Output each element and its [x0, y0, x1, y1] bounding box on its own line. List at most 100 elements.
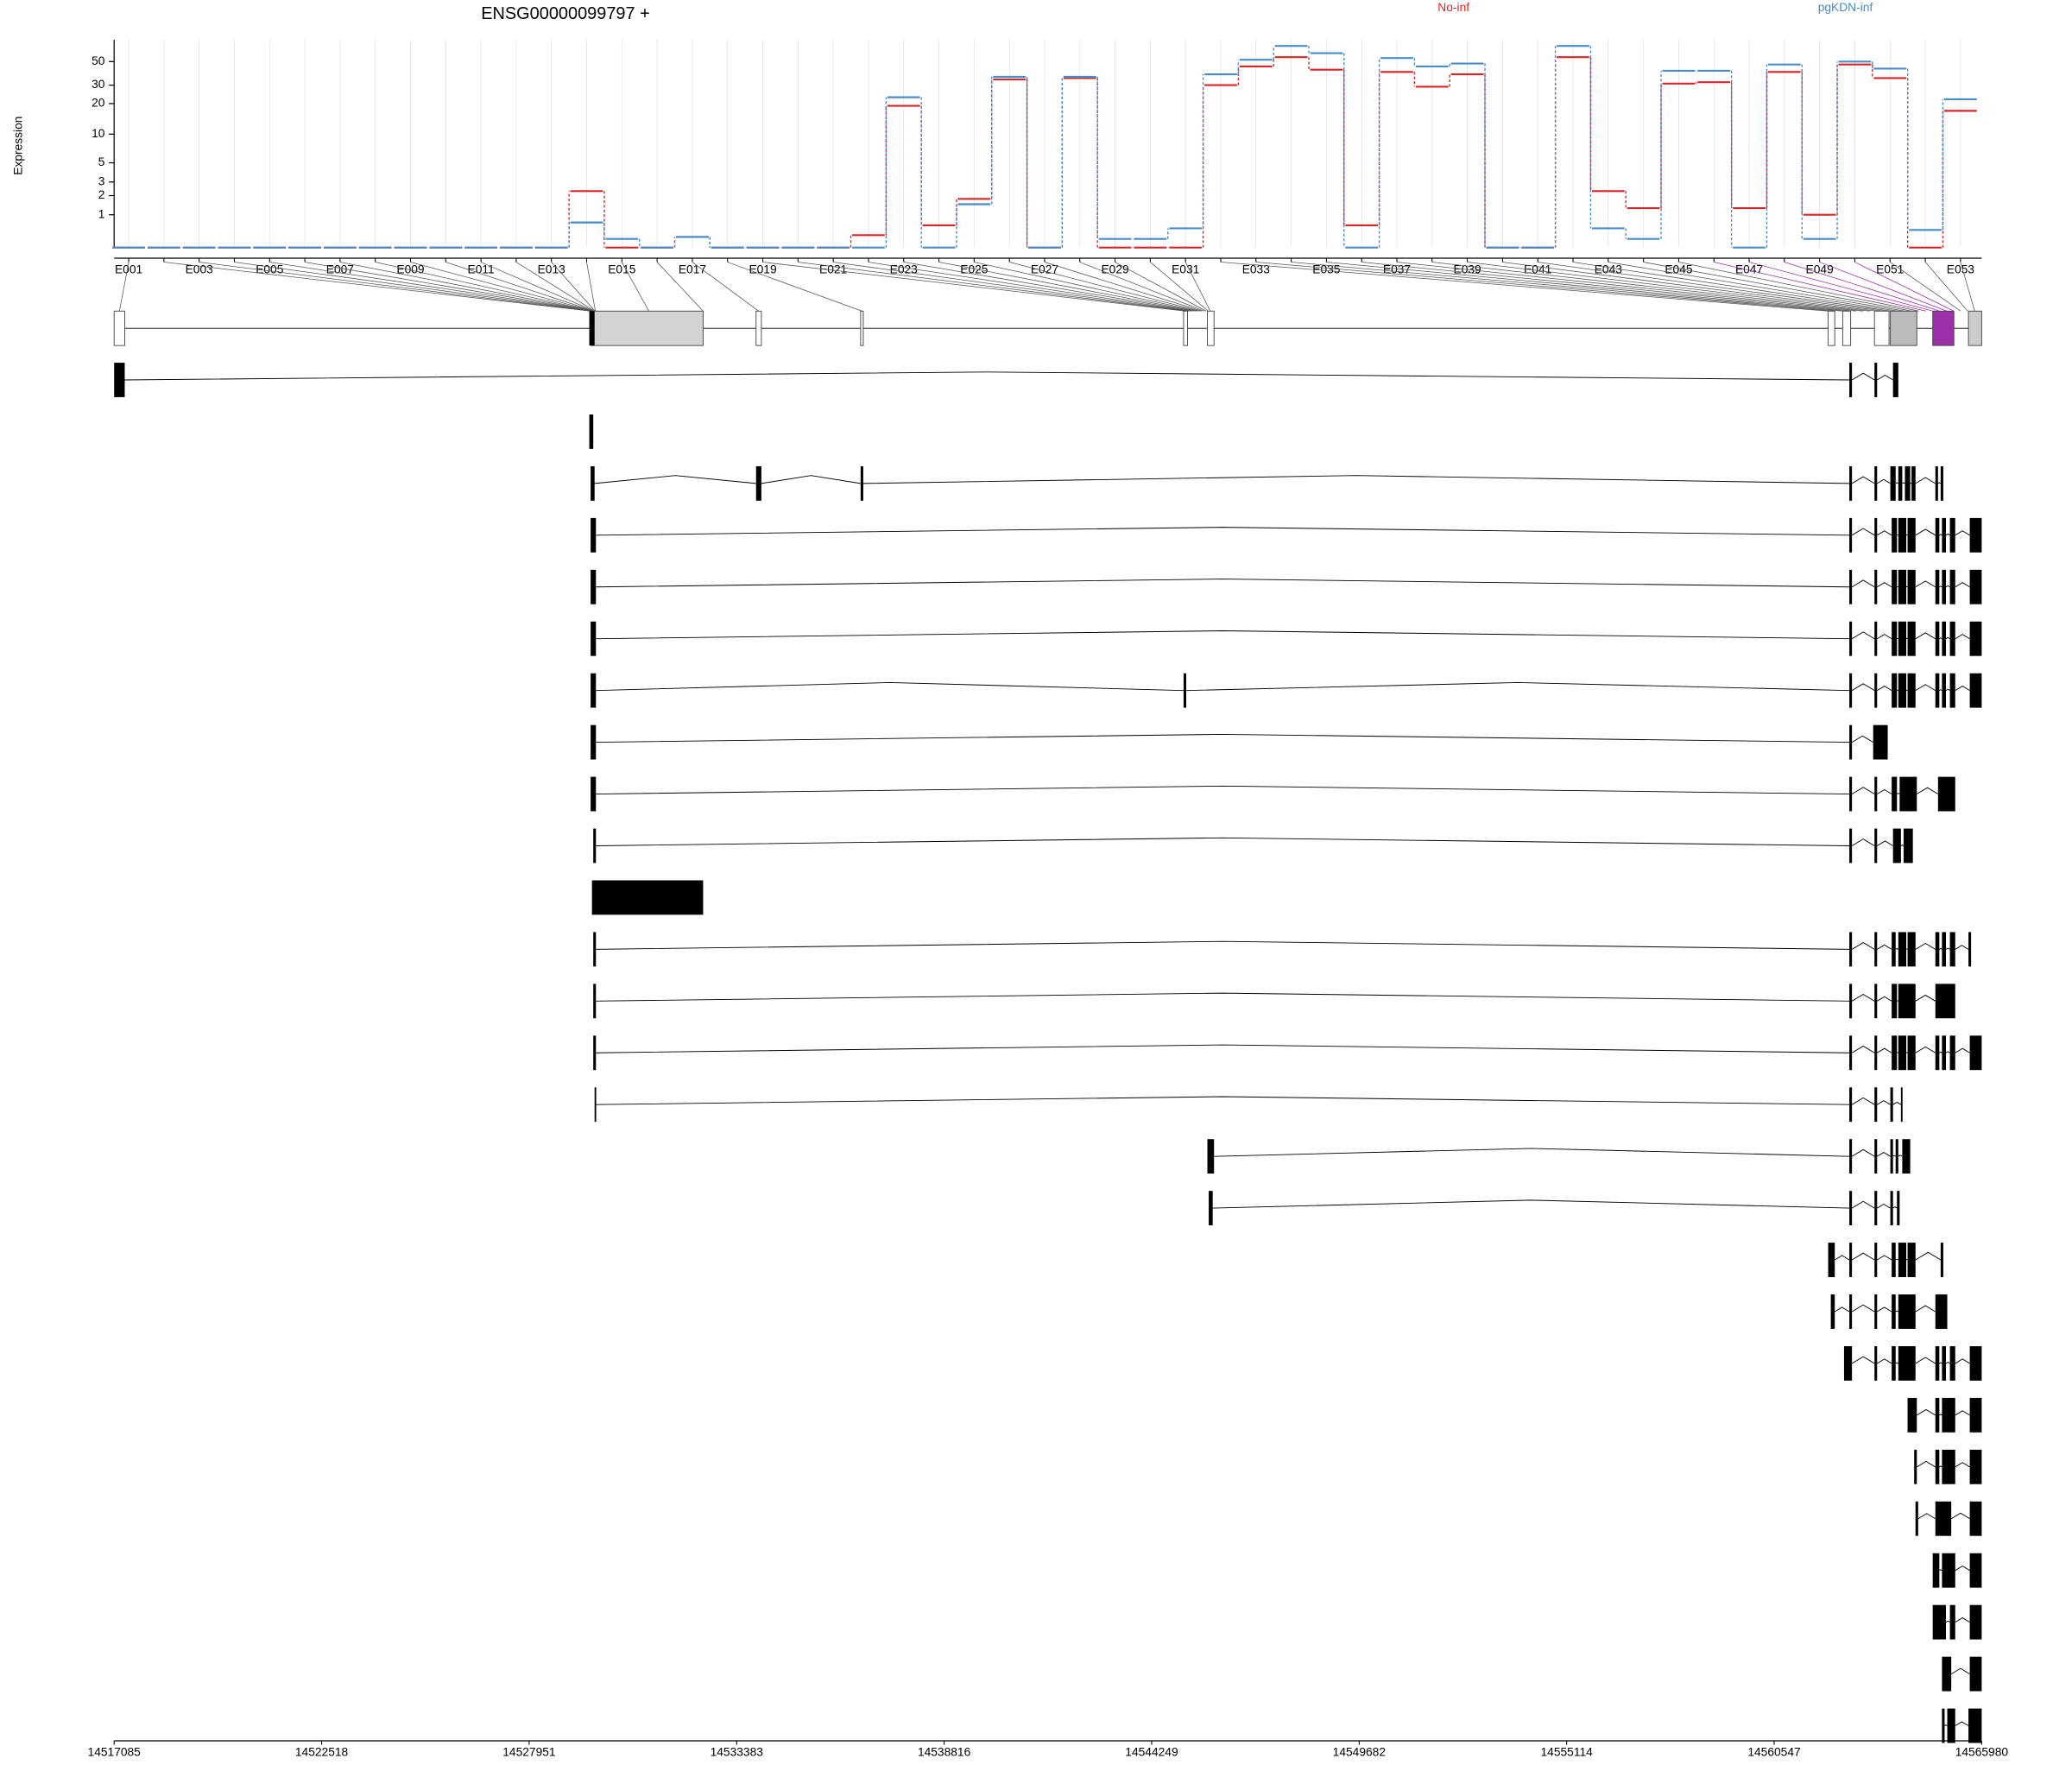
exon-link	[974, 263, 1197, 312]
transcript-intron	[1955, 686, 1970, 691]
transcript-intron	[1852, 528, 1874, 535]
transcript-exon	[1874, 518, 1877, 553]
transcript-exon	[1892, 777, 1897, 812]
transcript-exon	[1950, 1605, 1955, 1640]
genome-tick-label: 14538816	[918, 1745, 971, 1758]
transcript-exon	[861, 466, 863, 501]
transcript-intron	[1877, 1204, 1890, 1208]
x-tick-label: E029	[1101, 263, 1129, 275]
transcript-exon	[1898, 674, 1906, 708]
transcript-exon	[1911, 466, 1916, 501]
transcript-intron	[1917, 1409, 1935, 1414]
y-tick-label: 50	[92, 54, 105, 67]
transcript-exon	[591, 777, 596, 812]
y-tick-label: 2	[98, 188, 105, 201]
transcript-exon	[1849, 1139, 1852, 1174]
gene-exon	[1184, 311, 1188, 345]
transcript-intron	[1852, 736, 1873, 742]
transcript-intron	[1955, 583, 1970, 587]
transcript-intron	[1877, 479, 1890, 484]
y-tick-label: 5	[98, 155, 105, 168]
transcript-exon	[1970, 1450, 1982, 1484]
x-tick-label: E023	[890, 263, 919, 275]
transcript-exon	[1874, 363, 1877, 397]
transcript-exon	[1942, 622, 1946, 656]
transcript-intron	[1939, 1052, 1942, 1053]
y-tick-label: 20	[92, 97, 105, 110]
transcript-exon	[1942, 1657, 1951, 1692]
transcript-intron	[1877, 375, 1892, 380]
transcript-exon	[1970, 1553, 1982, 1588]
genome-tick-label: 14549682	[1333, 1745, 1386, 1758]
exon-link	[833, 263, 1189, 312]
transcript-exon	[1849, 518, 1852, 553]
transcript-intron	[1916, 581, 1936, 587]
transcript-intron	[1896, 1259, 1898, 1260]
genome-tick-label: 14533383	[711, 1745, 764, 1758]
transcript-intron	[1852, 373, 1874, 380]
transcript-intron	[1877, 1048, 1892, 1053]
transcript-exon	[1898, 1294, 1916, 1329]
transcript-intron	[595, 476, 756, 484]
transcript-intron	[1877, 635, 1892, 639]
transcript-exon	[1948, 1709, 1955, 1743]
x-tick-label: E031	[1172, 263, 1199, 275]
transcript-exon	[592, 881, 704, 915]
transcript-intron	[1946, 534, 1950, 535]
x-tick-label: E049	[1806, 263, 1835, 275]
transcript-intron	[596, 631, 1849, 639]
transcript-intron	[1916, 685, 1936, 691]
transcript-intron	[1877, 531, 1892, 535]
transcript-exon	[1874, 777, 1877, 812]
transcript-exon	[591, 466, 595, 501]
y-tick-label: 3	[98, 174, 105, 187]
transcript-intron	[1852, 684, 1874, 691]
transcript-exon	[1950, 1346, 1955, 1381]
transcript-exon	[1933, 1553, 1940, 1588]
transcript-intron	[1918, 1514, 1936, 1519]
transcript-exon	[593, 1035, 596, 1070]
transcript-exon	[1970, 518, 1982, 553]
x-tick-label: E015	[608, 263, 636, 275]
transcript-exon	[1942, 674, 1946, 708]
transcript-intron	[1852, 580, 1874, 587]
transcript-intron	[1852, 1305, 1874, 1312]
transcript-exon	[1892, 1294, 1896, 1329]
x-tick-label: E019	[749, 263, 777, 275]
transcript-intron	[1852, 477, 1874, 484]
transcript-exon	[593, 829, 596, 864]
exon-link	[1397, 263, 1863, 312]
transcript-exon	[1874, 932, 1877, 966]
transcript-exon	[593, 984, 596, 1018]
transcript-exon	[756, 466, 761, 501]
transcript-intron	[1877, 1307, 1892, 1312]
transcript-exon	[1893, 363, 1898, 397]
transcript-exon	[1898, 570, 1906, 604]
transcript-exon	[1908, 622, 1916, 656]
transcript-exon	[1892, 518, 1897, 553]
transcript-exon	[1941, 466, 1943, 501]
transcript-intron	[1917, 788, 1938, 794]
transcript-exon	[1901, 1087, 1903, 1122]
transcript-intron	[596, 941, 1849, 949]
transcript-intron	[1916, 1252, 1941, 1260]
transcript-intron	[596, 786, 1849, 794]
transcript-exon	[1902, 1139, 1910, 1174]
transcript-intron	[1917, 1461, 1935, 1466]
genome-tick-label: 14555114	[1541, 1745, 1594, 1758]
transcript-exon	[1942, 1709, 1944, 1743]
transcript-intron	[1877, 1153, 1890, 1157]
transcript-intron	[1877, 841, 1892, 846]
transcript-exon	[1849, 932, 1852, 966]
transcript-exon	[1849, 1191, 1852, 1225]
genome-tick-label: 14565980	[1955, 1745, 2009, 1758]
transcript-intron	[1186, 682, 1849, 690]
transcript-exon	[591, 674, 596, 708]
transcript-intron	[1955, 635, 1970, 639]
transcript-intron	[1852, 1149, 1874, 1156]
transcript-intron	[1835, 1256, 1849, 1260]
transcript-exon	[1968, 932, 1971, 966]
transcript-intron	[1939, 690, 1942, 691]
transcript-exon	[1892, 622, 1897, 656]
transcript-exon	[1892, 984, 1897, 1018]
